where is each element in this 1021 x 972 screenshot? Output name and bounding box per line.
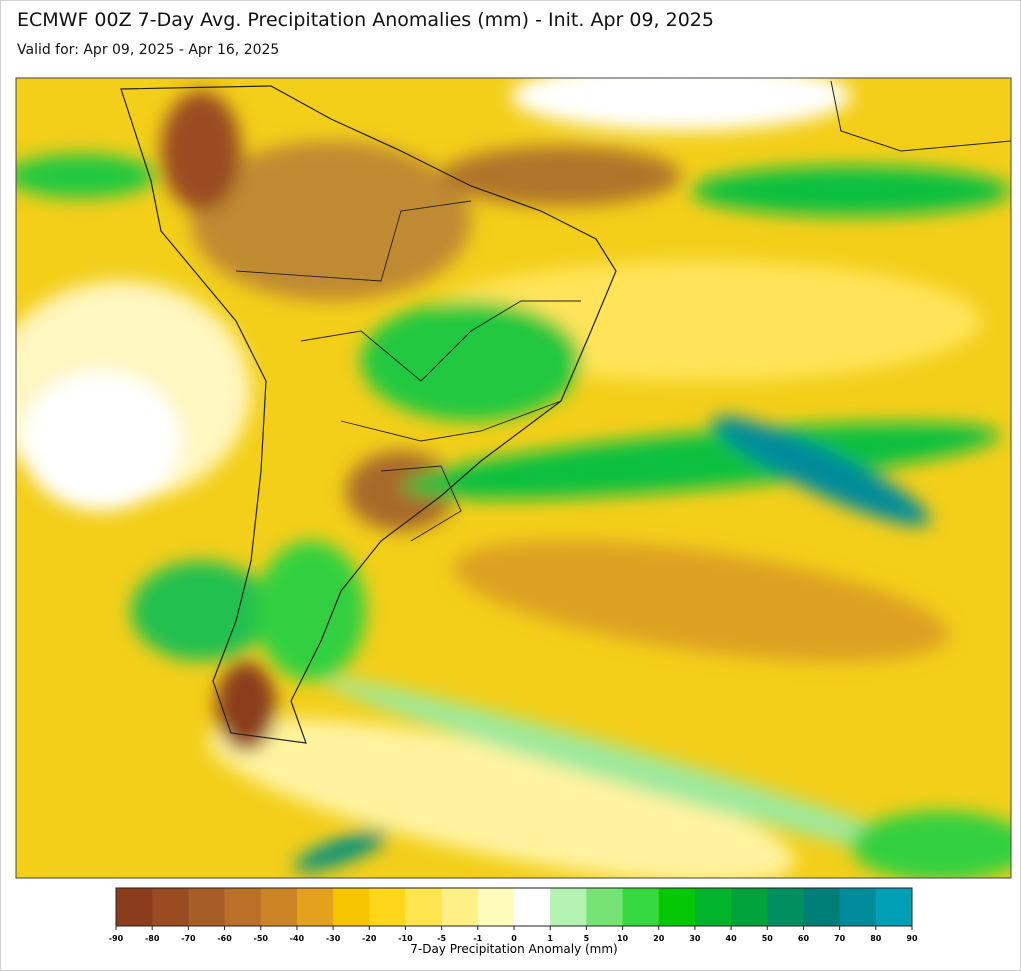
colorbar-segment bbox=[369, 888, 406, 926]
deficit-zone bbox=[346, 451, 456, 531]
colorbar-segment bbox=[658, 888, 696, 926]
colorbar-segment bbox=[152, 888, 189, 926]
surplus-core bbox=[711, 416, 931, 526]
surplus-zone bbox=[323, 678, 959, 864]
colorbar-tick-label: 70 bbox=[834, 934, 846, 943]
map-subtitle: Valid for: Apr 09, 2025 - Apr 16, 2025 bbox=[17, 42, 280, 58]
colorbar-label: 7-Day Precipitation Anomaly (mm) bbox=[410, 942, 618, 956]
map-border bbox=[15, 77, 1012, 879]
deficit-zone bbox=[161, 91, 241, 211]
colorbar-segment bbox=[731, 888, 768, 926]
neutral-zone bbox=[511, 78, 851, 131]
colorbar-tick-label: 50 bbox=[762, 934, 774, 943]
colorbar-tick-label: -30 bbox=[326, 934, 341, 943]
anomaly-field bbox=[16, 78, 1011, 878]
colorbar-segment bbox=[405, 888, 443, 926]
surplus-zone bbox=[851, 811, 1011, 878]
continent-outline bbox=[120, 85, 617, 744]
colorbar-tick-label: 40 bbox=[726, 934, 738, 943]
colorbar-segment bbox=[839, 888, 877, 926]
africa-outline bbox=[830, 80, 1011, 152]
colorbar-tick-label: -1 bbox=[473, 934, 482, 943]
colorbar-segment bbox=[188, 888, 226, 926]
colorbar-tick-label: -10 bbox=[398, 934, 413, 943]
colorbar-tick-label: 60 bbox=[798, 934, 810, 943]
colorbar-tick-label: -80 bbox=[145, 934, 160, 943]
colorbar: -90 -80 -70 -60 -50 -40 -30 -20 -10 -5 -1 0 1 5 10 20 30… bbox=[109, 887, 918, 943]
neutral-zone bbox=[21, 371, 181, 511]
colorbar-segment bbox=[767, 888, 804, 926]
colorbar-tick-label: 0 bbox=[511, 934, 517, 943]
colorbar-segment bbox=[224, 888, 262, 926]
colorbar-tick-label: -90 bbox=[109, 934, 124, 943]
border-lines bbox=[235, 200, 581, 542]
colorbar-segment bbox=[803, 888, 841, 926]
colorbar-tick-label: -50 bbox=[254, 934, 269, 943]
colorbar-segment bbox=[441, 888, 479, 926]
colorbar-tick-label: 5 bbox=[584, 934, 590, 943]
colorbar-tick-label: 80 bbox=[870, 934, 882, 943]
colorbar-tick-label: -40 bbox=[290, 934, 305, 943]
colorbar-segment bbox=[333, 888, 370, 926]
colorbar-segment bbox=[296, 888, 334, 926]
colorbar-tick-label: 30 bbox=[689, 934, 701, 943]
surplus-zone bbox=[16, 154, 156, 198]
colorbar-segment bbox=[586, 888, 624, 926]
wet-deficit-zone bbox=[453, 540, 949, 662]
surplus-core bbox=[293, 830, 389, 872]
deficit-zone bbox=[441, 146, 681, 206]
colorbar-tick-label: 90 bbox=[906, 934, 918, 943]
colorbar-segment bbox=[514, 888, 551, 926]
colorbar-tick-label: -70 bbox=[181, 934, 196, 943]
colorbar-segment bbox=[875, 888, 913, 926]
map-title: ECMWF 00Z 7-Day Avg. Precipitation Anoma… bbox=[17, 9, 714, 31]
dry-zone bbox=[207, 718, 795, 878]
colorbar-segment bbox=[550, 888, 587, 926]
surplus-zone bbox=[256, 541, 366, 681]
anomaly-blobs bbox=[16, 78, 1011, 878]
surplus-zone bbox=[691, 166, 1011, 216]
colorbar-tick-label: -20 bbox=[362, 934, 377, 943]
surplus-zone bbox=[402, 422, 1000, 500]
surplus-zone bbox=[131, 561, 271, 661]
colorbar-tick-label: 20 bbox=[653, 934, 665, 943]
deficit-zone bbox=[191, 141, 471, 301]
colorbar-segment bbox=[477, 888, 515, 926]
colorbar-segment bbox=[622, 888, 660, 926]
colorbar-tick-label: -60 bbox=[217, 934, 232, 943]
deficit-zone bbox=[216, 661, 276, 751]
colorbar-tick-label: -5 bbox=[437, 934, 446, 943]
colorbar-segment bbox=[260, 888, 298, 926]
surplus-zone bbox=[361, 301, 581, 421]
colorbar-tick-label: 1 bbox=[547, 934, 553, 943]
colorbar-segment bbox=[694, 888, 732, 926]
colorbar-tick-label: 10 bbox=[617, 934, 629, 943]
colorbar-segment bbox=[116, 888, 153, 926]
